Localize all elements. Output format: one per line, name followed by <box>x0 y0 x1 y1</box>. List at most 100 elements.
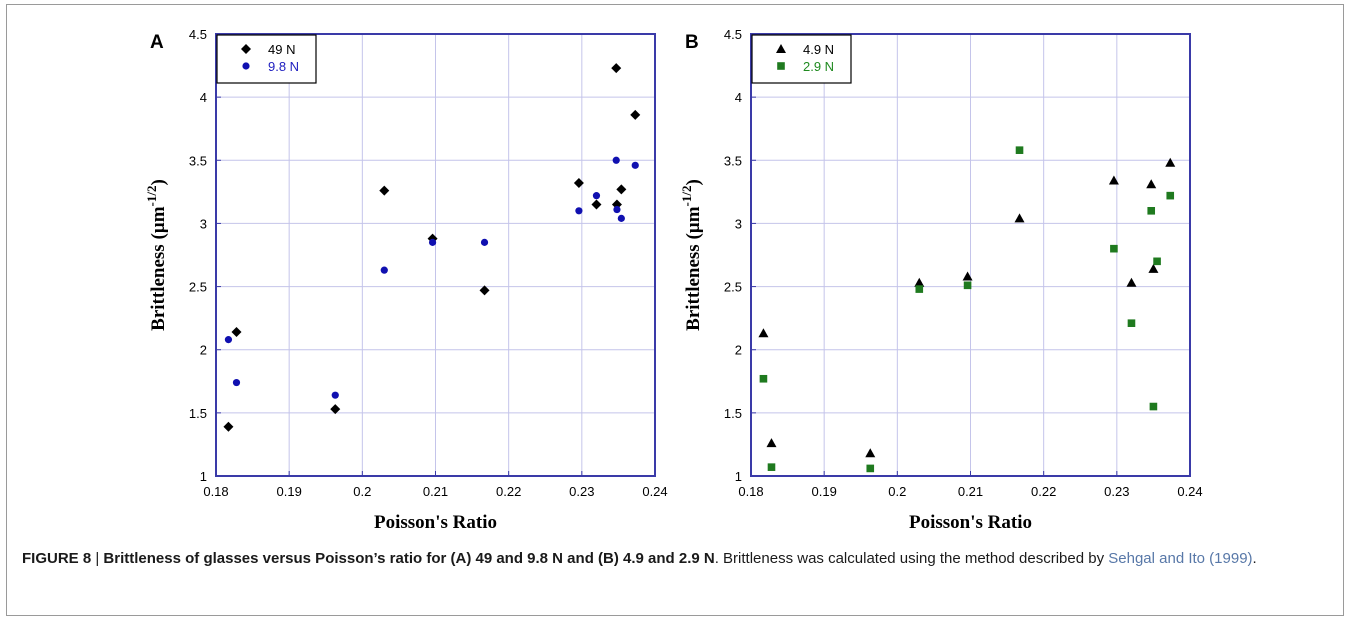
legend: 49 N 9.8 N <box>216 34 317 84</box>
y-tick-label: 2 <box>200 343 207 358</box>
data-point <box>767 463 776 471</box>
x-tick-label: 0.2 <box>353 484 371 499</box>
data-point <box>616 184 627 195</box>
data-point <box>1127 319 1136 327</box>
y-axis-label: Brittleness (µm-1/2) <box>679 179 704 331</box>
y-tick-label: 2.5 <box>724 280 742 295</box>
y-tick-label: 1 <box>735 469 742 484</box>
data-point <box>1147 207 1156 215</box>
data-point <box>1166 191 1175 200</box>
data-point <box>575 207 583 215</box>
y-tick-label: 2.5 <box>189 280 207 295</box>
data-point <box>480 238 489 246</box>
data-point <box>231 327 242 338</box>
x-tick-label: 0.23 <box>569 484 594 499</box>
figure-frame <box>6 4 1344 616</box>
x-tick-label: 0.22 <box>496 484 521 499</box>
series-2-9-n <box>759 146 1175 473</box>
legend-marker <box>241 44 251 54</box>
caption-separator: | <box>91 550 104 567</box>
data-point <box>611 63 622 74</box>
data-point <box>479 285 490 296</box>
data-point <box>1015 146 1024 154</box>
data-point <box>914 277 925 287</box>
data-point <box>1153 257 1161 266</box>
x-tick-label: 0.21 <box>958 484 983 499</box>
data-point <box>591 199 602 210</box>
x-tick-label: 0.2 <box>888 484 906 499</box>
data-point <box>573 178 584 189</box>
x-tick-label: 0.21 <box>423 484 448 499</box>
data-point <box>224 336 233 344</box>
x-tick-label: 0.19 <box>277 484 302 499</box>
x-tick-label: 0.18 <box>738 484 763 499</box>
legend: 4.9 N 2.9 N <box>751 34 852 84</box>
caption-end: . <box>1252 550 1257 567</box>
chart-panel-b: 0.18 0.19 0.2 0.21 0.22 0.23 0.24 1 1.5 2 2.5 3 3.5 4… <box>679 27 1203 533</box>
data-point <box>1108 175 1119 185</box>
caption-reference-link[interactable]: Sehgal and Ito (1999) <box>1108 550 1253 567</box>
data-point <box>592 192 601 200</box>
series-49-n <box>223 63 641 432</box>
legend-marker <box>242 62 250 70</box>
data-point <box>1126 277 1137 287</box>
data-point <box>379 185 390 196</box>
x-axis-label: Poisson's Ratio <box>909 512 1032 533</box>
x-tick-label: 0.22 <box>1031 484 1056 499</box>
data-point <box>866 464 875 473</box>
data-point <box>915 285 924 293</box>
x-axis-label: Poisson's Ratio <box>374 512 497 533</box>
legend-label: 2.9 N <box>803 59 834 74</box>
caption-body: . Brittleness was calculated using the m… <box>714 550 1109 567</box>
x-tick-label: 0.19 <box>812 484 837 499</box>
data-point <box>1014 213 1025 223</box>
y-tick-label: 3 <box>735 216 742 231</box>
data-point <box>232 378 241 387</box>
figure-charts: 0.18 0.19 0.2 0.21 0.22 0.23 0.2411.522.533.54… <box>144 27 1203 533</box>
y-tick-label: 4.5 <box>724 27 742 42</box>
data-point <box>612 156 620 164</box>
data-point <box>1110 244 1118 253</box>
data-point <box>1165 157 1176 167</box>
y-axis-label: Brittleness (µm-1/2) <box>144 179 169 331</box>
data-point <box>962 271 973 281</box>
y-tick-label: 2 <box>735 343 742 358</box>
panel-label: B <box>685 32 699 53</box>
figure-label: FIGURE 8 <box>22 550 92 567</box>
data-point <box>617 214 625 222</box>
data-point <box>759 374 768 383</box>
y-tick-label: 3.5 <box>724 153 742 168</box>
caption-title: Brittleness of glasses versus Poisson’s … <box>103 550 715 567</box>
data-point <box>1149 402 1158 411</box>
legend-label: 9.8 N <box>268 59 299 74</box>
data-point <box>330 404 341 415</box>
data-point <box>223 421 234 432</box>
legend-label: 4.9 N <box>803 42 834 57</box>
y-tick-label: 4.5 <box>189 27 207 42</box>
data-point <box>963 281 972 290</box>
x-tick-label: 0.24 <box>1177 484 1202 499</box>
data-point <box>1148 263 1159 273</box>
x-tick-label: 0.24 <box>642 484 667 499</box>
y-tick-label: 4 <box>200 90 207 105</box>
figure-caption: FIGURE 8 | Brittleness of glasses versus… <box>22 547 1322 570</box>
data-point <box>865 448 876 458</box>
legend-label: 49 N <box>268 42 295 57</box>
y-tick-label: 1.5 <box>189 406 207 421</box>
data-point <box>380 266 388 274</box>
legend-box <box>751 34 852 84</box>
data-point <box>766 438 777 448</box>
data-point <box>631 161 639 169</box>
data-point <box>630 109 641 120</box>
y-tick-label: 4 <box>735 90 742 105</box>
y-tick-label: 1 <box>200 469 207 484</box>
data-point <box>331 391 339 399</box>
y-tick-label: 3.5 <box>189 153 207 168</box>
legend-marker <box>776 44 786 53</box>
legend-box <box>216 34 317 84</box>
y-tick-label: 1.5 <box>724 406 742 421</box>
legend-marker <box>777 62 785 70</box>
series-4-9-n <box>758 157 1176 458</box>
series-9-8-n <box>224 156 639 399</box>
data-point <box>1146 179 1157 189</box>
